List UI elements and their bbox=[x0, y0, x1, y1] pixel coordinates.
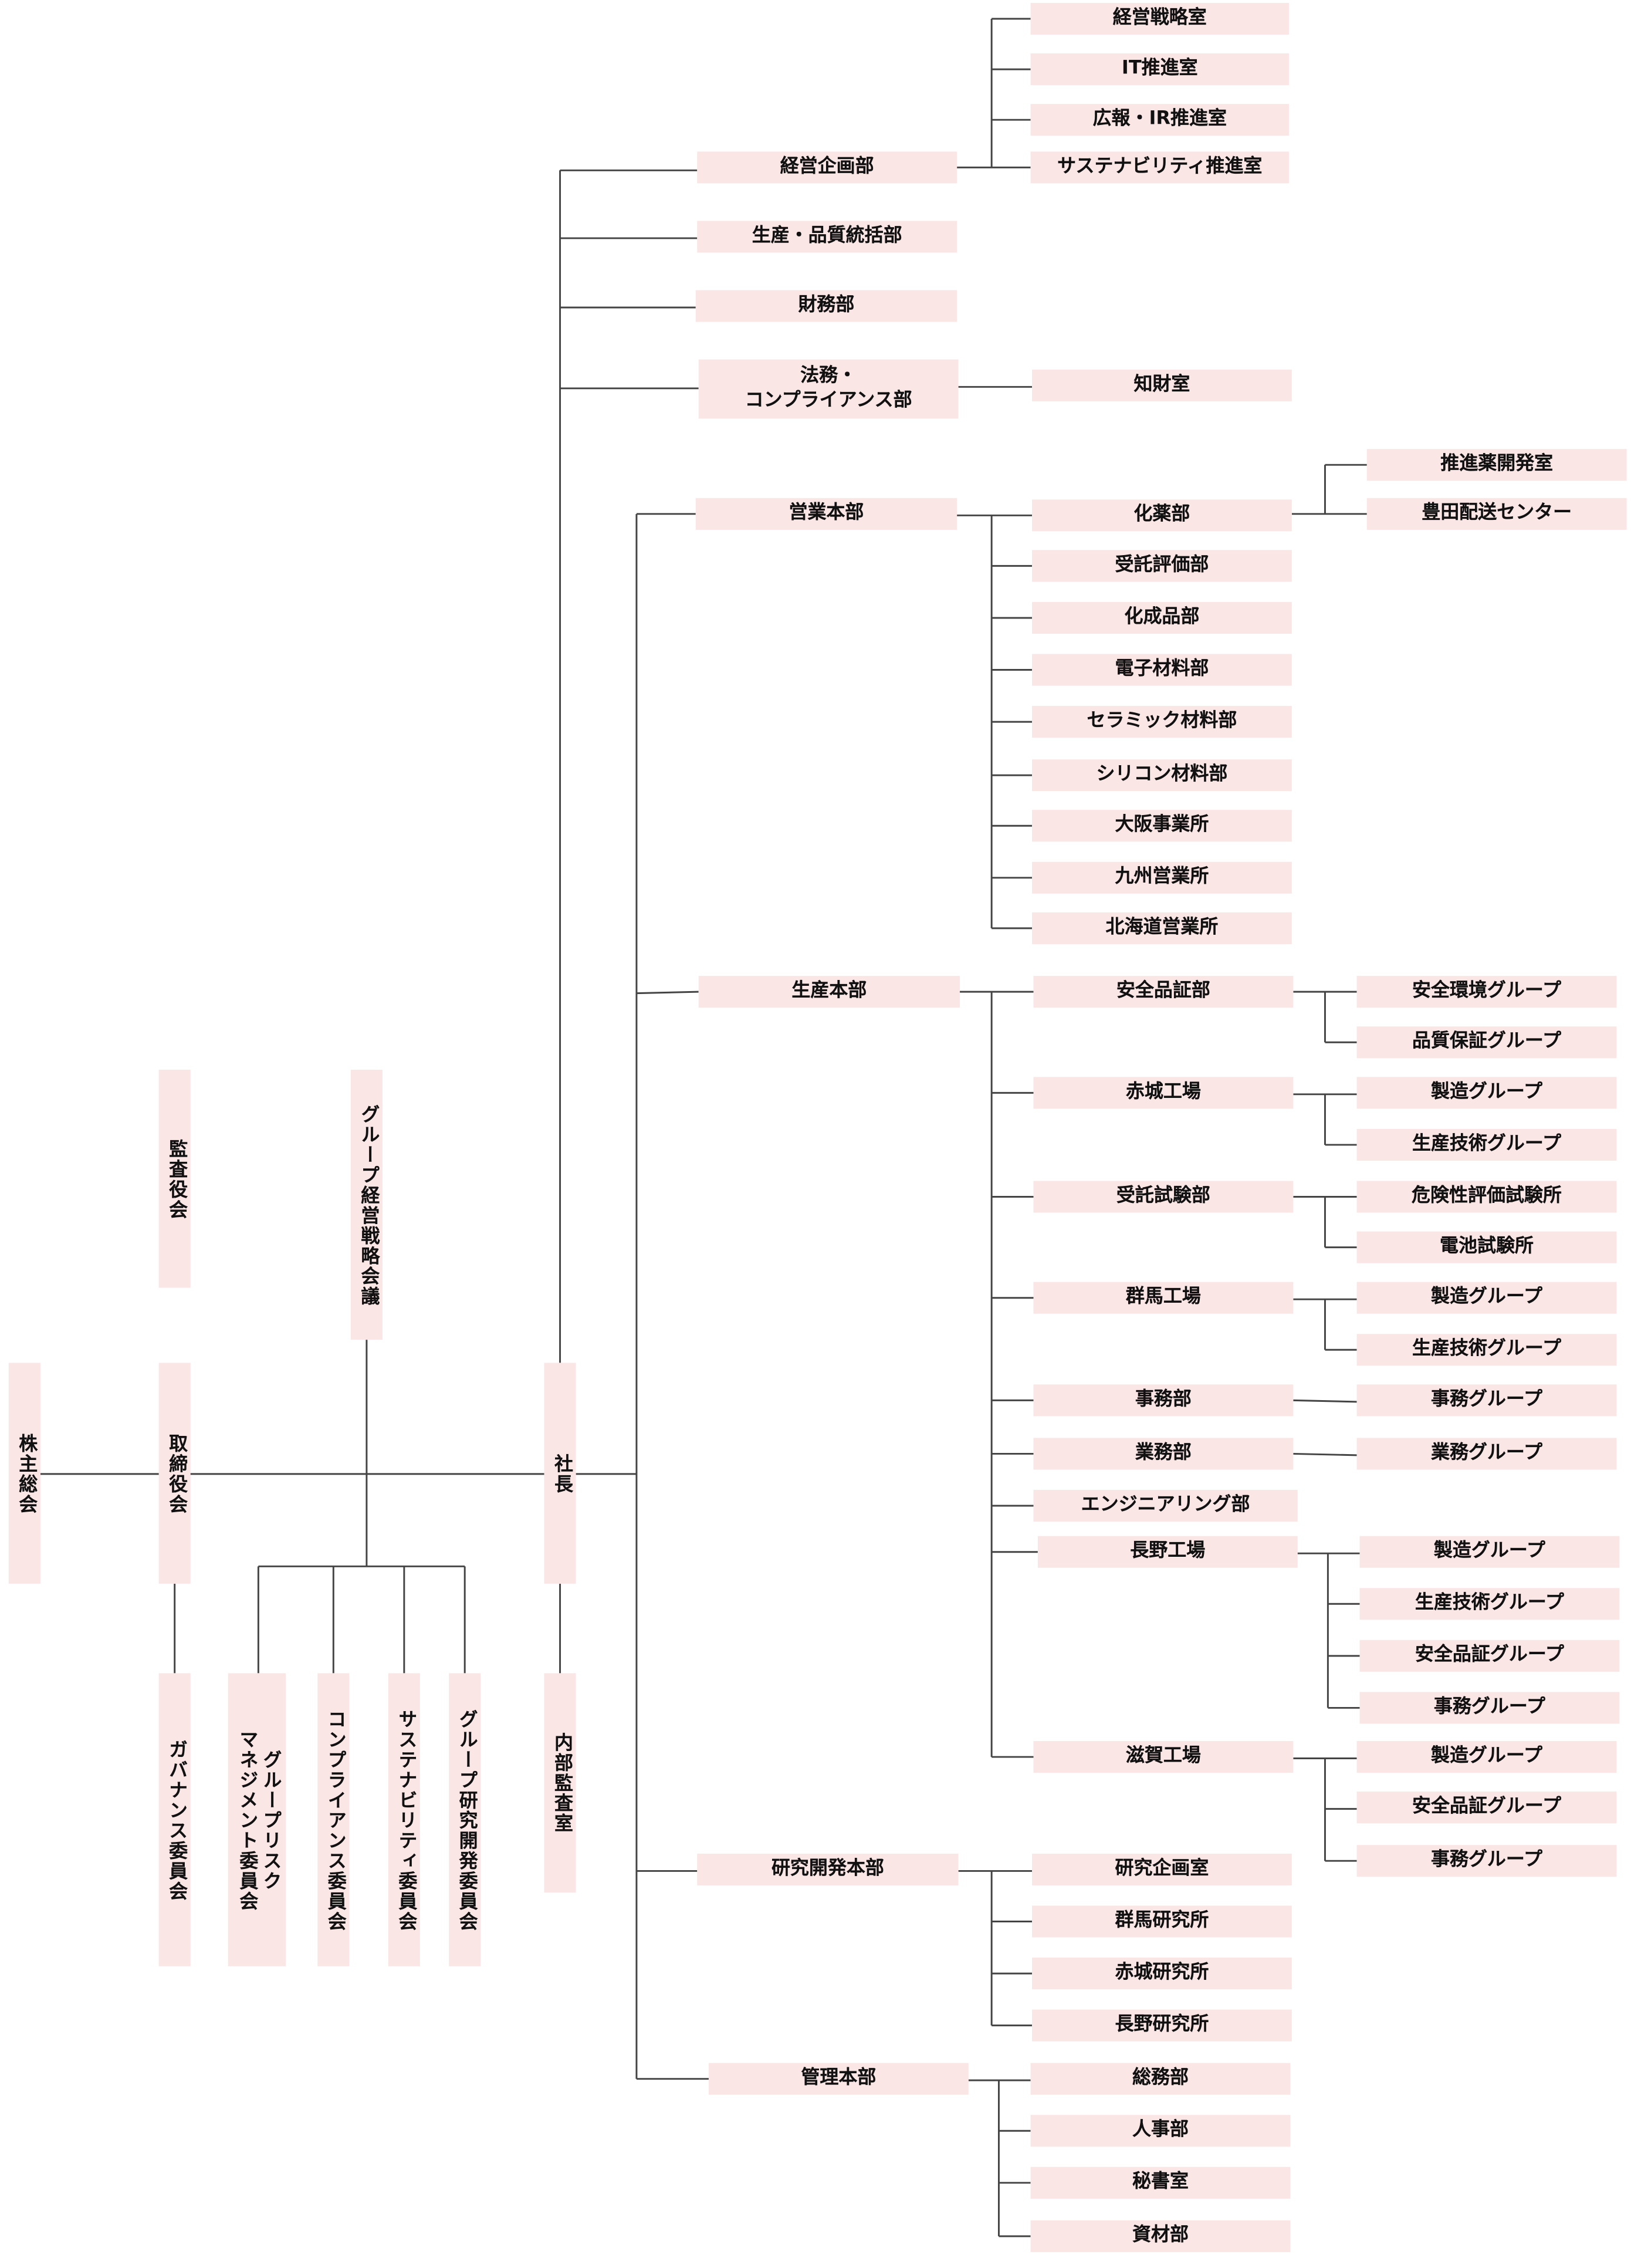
org-unit-nagano-mfg: 製造グループ bbox=[1359, 1536, 1620, 1568]
org-unit-contract-test: 受託試験部 bbox=[1033, 1181, 1294, 1213]
org-unit-gunma-lab: 群馬研究所 bbox=[1032, 1905, 1292, 1938]
org-unit-chemicals: 化成品部 bbox=[1032, 601, 1292, 634]
org-unit-nagano-plant: 長野工場 bbox=[1037, 1536, 1298, 1568]
org-unit-rd-hq: 研究開発本部 bbox=[697, 1853, 959, 1886]
org-unit-production-hq: 生産本部 bbox=[698, 976, 960, 1008]
org-unit-nagano-lab: 長野研究所 bbox=[1032, 2009, 1292, 2041]
org-unit-sustainability-office: サステナビリティ推進室 bbox=[1030, 151, 1289, 184]
org-unit-electronic-mat: 電子材料部 bbox=[1032, 654, 1292, 686]
org-unit-akagi-tech: 生産技術グループ bbox=[1356, 1128, 1617, 1161]
connector-line bbox=[1293, 1399, 1357, 1403]
org-unit-shiga-mfg: 製造グループ bbox=[1356, 1741, 1617, 1773]
org-unit-akagi-mfg: 製造グループ bbox=[1356, 1077, 1617, 1109]
org-unit-prod-quality: 生産・品質統括部 bbox=[697, 221, 957, 253]
org-unit-governance-cmte: ガバナンス委員会 bbox=[158, 1673, 191, 1966]
org-unit-risk-cmte: グループリスク マネジメント委員会 bbox=[228, 1673, 286, 1966]
org-unit-rd-cmte: グループ研究開発委員会 bbox=[449, 1673, 481, 1966]
org-unit-president: 社長 bbox=[544, 1363, 576, 1584]
org-unit-shiga-admin: 事務グループ bbox=[1356, 1845, 1617, 1877]
org-unit-contract-eval: 受託評価部 bbox=[1032, 550, 1292, 582]
org-unit-hokkaido-office: 北海道営業所 bbox=[1032, 912, 1292, 944]
org-unit-finance: 財務部 bbox=[695, 290, 957, 322]
connector-line bbox=[636, 991, 699, 995]
org-unit-admin-hq: 管理本部 bbox=[708, 2063, 969, 2095]
org-unit-secretariat: 秘書室 bbox=[1030, 2166, 1291, 2199]
org-unit-it-office: IT推進室 bbox=[1030, 53, 1289, 86]
org-unit-kyushu-office: 九州営業所 bbox=[1032, 861, 1292, 894]
org-unit-toyota-delivery: 豊田配送センター bbox=[1366, 498, 1627, 530]
org-unit-explosives: 化薬部 bbox=[1032, 499, 1292, 532]
org-unit-ip-office: 知財室 bbox=[1032, 369, 1292, 401]
org-unit-akagi-plant: 赤城工場 bbox=[1033, 1077, 1294, 1109]
org-unit-corp-planning: 経営企画部 bbox=[697, 151, 957, 184]
org-unit-strategy-office: 経営戦略室 bbox=[1030, 2, 1289, 35]
org-unit-nagano-admin: 事務グループ bbox=[1359, 1692, 1620, 1724]
org-unit-admin-dept: 事務部 bbox=[1033, 1384, 1294, 1417]
org-unit-shareholders: 株主総会 bbox=[8, 1363, 40, 1584]
org-unit-board: 取締役会 bbox=[158, 1363, 191, 1584]
org-unit-hazard-lab: 危険性評価試験所 bbox=[1356, 1181, 1617, 1213]
org-unit-gunma-mfg: 製造グループ bbox=[1356, 1282, 1617, 1314]
org-unit-propellant-dev: 推進薬開発室 bbox=[1366, 449, 1627, 481]
org-unit-akagi-lab: 赤城研究所 bbox=[1032, 1958, 1292, 1990]
org-unit-operations-grp: 業務グループ bbox=[1356, 1438, 1617, 1470]
org-unit-hr: 人事部 bbox=[1030, 2115, 1291, 2147]
org-unit-shiga-qa: 安全品証グループ bbox=[1356, 1792, 1617, 1824]
org-unit-research-planning: 研究企画室 bbox=[1032, 1853, 1292, 1886]
org-unit-internal-audit: 内部監査室 bbox=[544, 1673, 576, 1893]
org-unit-gunma-tech: 生産技術グループ bbox=[1356, 1334, 1617, 1366]
org-unit-operations: 業務部 bbox=[1033, 1438, 1294, 1470]
org-unit-auditors: 監査役会 bbox=[158, 1070, 191, 1288]
org-unit-safety-env-grp: 安全環境グループ bbox=[1356, 976, 1617, 1008]
org-unit-pr-ir-office: 広報・IR推進室 bbox=[1030, 104, 1289, 136]
connector-line bbox=[1293, 1452, 1357, 1456]
org-unit-compliance-cmte: コンプライアンス委員会 bbox=[317, 1673, 350, 1966]
org-unit-ceramic-mat: セラミック材料部 bbox=[1032, 706, 1292, 738]
org-unit-sales-hq: 営業本部 bbox=[695, 498, 957, 530]
org-unit-sustainability-cmte: サステナビリティ委員会 bbox=[388, 1673, 420, 1966]
org-unit-silicon-mat: シリコン材料部 bbox=[1032, 759, 1292, 792]
org-unit-battery-lab: 電池試験所 bbox=[1356, 1231, 1617, 1263]
org-unit-materials: 資材部 bbox=[1030, 2220, 1291, 2252]
org-unit-nagano-qa: 安全品証グループ bbox=[1359, 1640, 1620, 1672]
org-unit-qa-grp: 品質保証グループ bbox=[1356, 1026, 1617, 1059]
org-unit-gunma-plant: 群馬工場 bbox=[1033, 1282, 1294, 1314]
org-unit-safety-qa: 安全品証部 bbox=[1033, 976, 1294, 1008]
org-unit-engineering: エンジニアリング部 bbox=[1033, 1489, 1298, 1522]
org-unit-shiga-plant: 滋賀工場 bbox=[1033, 1741, 1294, 1773]
org-unit-admin-grp: 事務グループ bbox=[1356, 1384, 1617, 1417]
org-unit-nagano-tech: 生産技術グループ bbox=[1359, 1588, 1620, 1620]
org-unit-osaka-office: 大阪事業所 bbox=[1032, 810, 1292, 842]
org-unit-legal: 法務・ コンプライアンス部 bbox=[698, 359, 959, 419]
org-unit-group-strategy: グループ経営戦略会議 bbox=[350, 1070, 383, 1340]
org-unit-general-affairs: 総務部 bbox=[1030, 2063, 1291, 2095]
